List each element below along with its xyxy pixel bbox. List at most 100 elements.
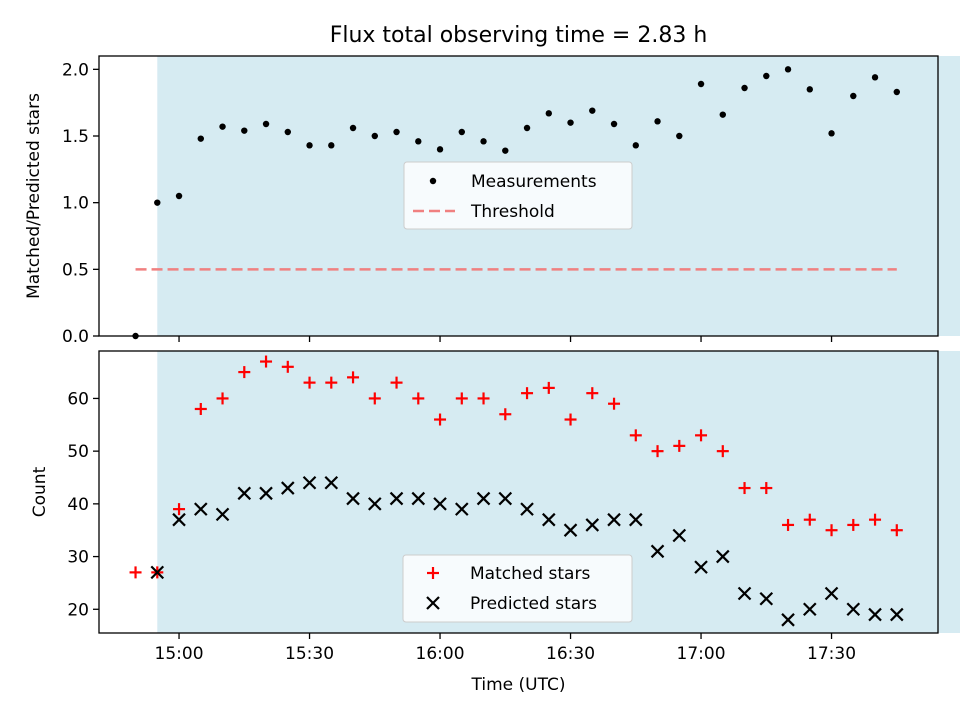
matched-star-point: [434, 413, 447, 426]
top-legend: Measurements Threshold: [403, 161, 633, 230]
matched-star-point: [412, 392, 425, 405]
predicted-star-point: [520, 502, 534, 516]
measurement-point: [175, 192, 183, 200]
matched-star-point: [782, 518, 795, 531]
measurement-point: [241, 127, 248, 134]
bottom-y-axis: 20 30 40 50 60: [67, 389, 99, 620]
legend-predicted-marker: [426, 596, 440, 610]
bottom-legend-box: [402, 554, 633, 623]
predicted-star-point: [629, 512, 643, 527]
predicted-star-point: [672, 528, 687, 543]
measurement-point: [154, 199, 161, 206]
measurement-point: [697, 80, 705, 88]
matched-stars-points: [129, 355, 903, 579]
y-tick-label: 40: [67, 495, 89, 515]
matched-star-point: [564, 413, 577, 426]
predicted-star-point: [389, 491, 404, 506]
measurement-point: [632, 142, 639, 149]
predicted-star-point: [498, 491, 513, 506]
y-tick-label: 0.0: [62, 327, 89, 347]
x-tick: 16:30: [546, 633, 595, 664]
y-tick: 60: [67, 389, 99, 409]
measurement-point: [654, 118, 661, 125]
matched-star-point: [390, 376, 403, 389]
measurement-point: [458, 128, 465, 136]
matched-star-point: [890, 524, 903, 537]
predicted-star-point: [759, 591, 774, 606]
matched-star-point: [260, 355, 273, 368]
x-tick-label: 17:00: [677, 644, 726, 664]
measurement-point: [306, 142, 313, 149]
measurement-point: [828, 130, 835, 137]
matched-star-point: [173, 503, 186, 516]
y-tick: 2.0: [62, 60, 99, 80]
predicted-star-point: [476, 491, 491, 506]
legend-measurements-marker: [429, 177, 437, 185]
matched-star-point: [194, 402, 207, 415]
predicted-star-point: [868, 607, 882, 622]
top-plot-frame: [98, 55, 939, 337]
measurement-point: [545, 110, 552, 117]
predicted-star-point: [650, 544, 665, 559]
predicted-star-point: [607, 512, 621, 527]
matched-star-point: [695, 429, 708, 442]
top-legend-box: [403, 161, 633, 230]
x-tick: 17:00: [677, 633, 726, 664]
matched-star-point: [542, 381, 555, 394]
x-tick-label: 15:30: [285, 644, 334, 664]
measurement-point: [219, 123, 226, 130]
measurement-point: [871, 74, 879, 81]
measurement-point: [567, 119, 574, 126]
predicted-star-point: [803, 602, 817, 617]
legend-predicted-label: Predicted stars: [470, 594, 597, 614]
predicted-star-point: [824, 586, 839, 601]
measurement-point: [523, 124, 531, 132]
matched-star-point: [129, 566, 142, 579]
x-axis-label: Time (UTC): [471, 675, 566, 695]
matched-star-point: [455, 392, 468, 405]
measurement-point: [719, 111, 726, 118]
bottom-plot-frame: [98, 350, 939, 634]
top-y-axis-label: Matched/Predicted stars: [24, 93, 44, 299]
legend-matched-label: Matched stars: [470, 564, 590, 584]
predicted-star-point: [563, 523, 578, 537]
predicted-star-point: [737, 586, 752, 601]
y-tick: 0.0: [62, 327, 99, 347]
predicted-star-point: [324, 475, 339, 490]
matched-star-point: [368, 392, 381, 405]
bottom-panel: 20 30 40 50 60 15:00 15:30 16:00 16:30 17:00 17:3…: [30, 350, 960, 695]
predicted-star-point: [694, 560, 708, 574]
y-tick: 1.0: [62, 194, 99, 214]
matched-star-point: [325, 376, 338, 389]
y-tick-label: 20: [67, 600, 89, 620]
y-tick: 30: [67, 548, 99, 568]
measurement-point: [262, 120, 270, 128]
y-tick-label: 1.5: [62, 127, 89, 147]
matched-star-point: [651, 445, 664, 458]
matched-star-point: [521, 387, 534, 400]
predicted-star-point: [346, 491, 360, 506]
measurement-point: [676, 132, 683, 140]
predicted-star-point: [150, 565, 165, 580]
predicted-star-point: [542, 512, 556, 527]
measurement-point: [415, 138, 422, 145]
measurement-points: [132, 66, 900, 340]
measurement-point: [328, 142, 335, 149]
measurement-point: [393, 128, 400, 136]
predicted-star-point: [411, 491, 426, 506]
matched-star-point: [216, 392, 229, 405]
bottom-x-axis: 15:00 15:30 16:00 16:30 17:00 17:30: [155, 633, 856, 664]
matched-star-point: [629, 429, 642, 442]
measurement-point: [371, 132, 378, 140]
measurement-point: [893, 88, 900, 96]
x-tick: 15:00: [155, 633, 204, 664]
measurement-point: [806, 86, 813, 93]
y-tick: 0.5: [62, 260, 99, 280]
y-tick-label: 0.5: [62, 260, 89, 280]
predicted-star-point: [237, 486, 252, 501]
measurement-point: [850, 92, 857, 100]
matched-star-point: [586, 387, 599, 400]
top-x-ticks: [178, 336, 833, 342]
predicted-star-point: [215, 507, 230, 522]
top-y-axis: 0.0 0.5 1.0 1.5 2.0: [62, 60, 99, 347]
